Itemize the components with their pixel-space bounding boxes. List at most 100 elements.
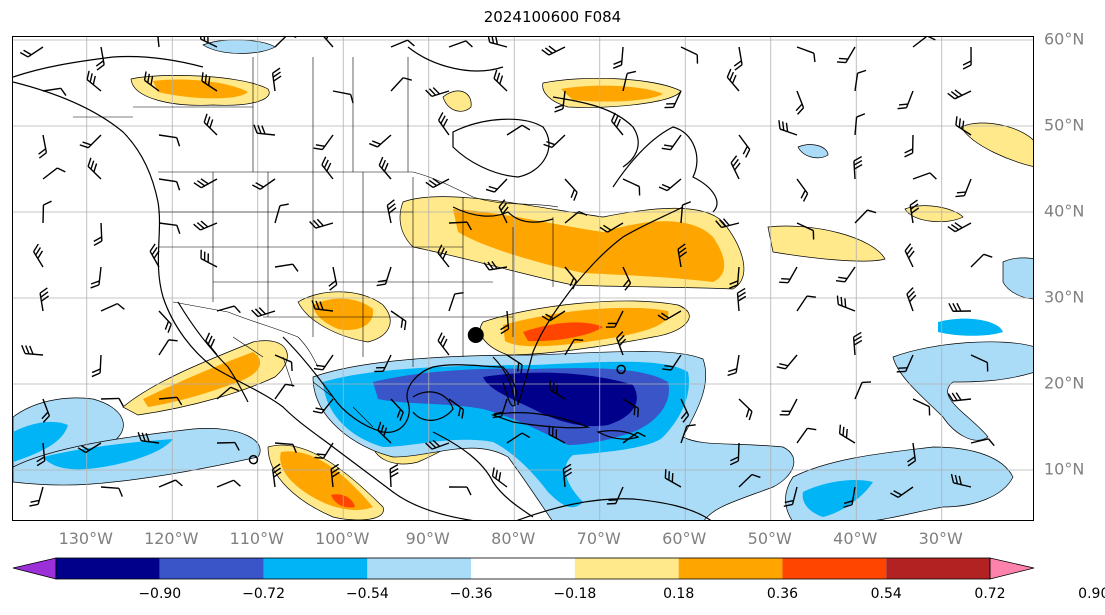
wind-barb: [437, 112, 450, 136]
wind-barb: [425, 87, 450, 98]
wind-barb: [498, 199, 509, 224]
wind-barb: [680, 424, 696, 444]
wind-barb: [606, 486, 624, 505]
map-title: 2024100600 F084: [483, 8, 622, 26]
wind-barb: [448, 486, 472, 496]
wind-barb: [796, 222, 815, 240]
wind-barb: [332, 90, 354, 104]
wind-barb: [729, 442, 740, 466]
lon-tick-label: 70°W: [576, 529, 621, 548]
wind-barb: [778, 120, 798, 136]
wind-barb: [156, 37, 166, 48]
wind-barb: [158, 178, 181, 191]
wind-barb: [664, 90, 682, 109]
lon-tick-label: 100°W: [315, 529, 370, 548]
wind-barb: [912, 398, 931, 416]
colorbar-outline: [55, 557, 991, 580]
coastlines: [13, 46, 718, 520]
wind-barb: [795, 90, 805, 115]
wind-barb: [19, 46, 44, 58]
wind-barb: [271, 463, 282, 488]
colorbar: [12, 557, 1035, 580]
wind-barb: [158, 479, 183, 488]
wind-barb: [100, 302, 125, 312]
contour-positive-mid-atlantic: [904, 205, 964, 222]
wind-barb: [448, 292, 464, 312]
lat-lon-grid: [13, 37, 1033, 520]
border-us-canada: [158, 171, 559, 208]
wind-barb: [448, 221, 472, 231]
wind-barb: [274, 383, 295, 400]
wind-barb: [616, 331, 627, 356]
wind-barb: [610, 112, 624, 136]
colorbar-tick-label: 0.36: [766, 586, 799, 602]
coastline-south-america: [516, 498, 712, 520]
coastline-greenland-tip: [407, 46, 504, 72]
colorbar-tick-label: 0.18: [663, 586, 695, 602]
wind-barb: [29, 486, 44, 507]
map-plot-area[interactable]: [12, 36, 1034, 521]
wind-barb: [311, 300, 334, 312]
wind-barb: [483, 260, 508, 271]
wind-barb: [715, 218, 740, 229]
wind-barb: [897, 90, 914, 110]
coastline-hudson-bay: [452, 118, 550, 178]
wind-barb: [622, 398, 640, 418]
colorbar-tick-label: −0.54: [345, 586, 389, 602]
wind-barb: [796, 427, 817, 444]
wind-barb: [854, 209, 877, 224]
wind-barb: [485, 178, 508, 193]
lat-tick-label: 60°N: [1044, 29, 1085, 49]
lat-tick-label: 40°N: [1044, 201, 1085, 221]
wind-barb: [313, 134, 334, 151]
coastline-hispaniola: [596, 430, 640, 440]
wind-barb: [91, 354, 102, 378]
wind-barb: [193, 178, 218, 189]
wind-barb: [836, 295, 856, 312]
storm-center-marker: [467, 326, 484, 343]
wind-barb: [796, 178, 809, 202]
wind-barb: [203, 113, 218, 136]
wind-barb: [100, 486, 123, 497]
wind-barb: [42, 167, 66, 180]
coastline-yucatan: [412, 391, 454, 421]
wind-barb: [216, 386, 240, 400]
colorbar-tick-label: −0.72: [242, 586, 285, 602]
coastline-north-america-west: [13, 81, 474, 520]
wind-barb: [970, 354, 989, 372]
wind-barb: [216, 479, 241, 488]
coastline-florida: [492, 356, 516, 407]
wind-barb: [193, 220, 218, 231]
wind-barb: [87, 157, 102, 180]
colorbar-cell: [782, 558, 887, 579]
wind-barb: [376, 266, 392, 287]
wind-barb: [562, 463, 573, 488]
wind-barb: [622, 70, 637, 92]
wind-barb: [962, 46, 972, 70]
wind-barb: [251, 307, 276, 318]
wind-barb: [205, 332, 218, 356]
wind-barb: [374, 354, 392, 373]
province-lines: [73, 57, 409, 172]
wind-barb: [657, 310, 682, 321]
wind-barb: [783, 486, 798, 508]
wind-barb: [487, 37, 508, 48]
coastline-arctic: [13, 55, 204, 78]
colorbar-tick-label: 0.54: [870, 586, 902, 602]
open-circle-west-marker: [248, 454, 259, 465]
wind-barb: [838, 424, 856, 444]
wind-barb: [912, 37, 936, 48]
wind-barb: [907, 442, 917, 467]
contour-negative-west-south-core: [43, 439, 173, 470]
state-lines: [158, 172, 554, 367]
wind-barbs: [19, 37, 995, 509]
wind-barb: [506, 354, 523, 374]
wind-barb: [904, 134, 914, 158]
contour-positive-central-atlantic: [767, 225, 886, 262]
wind-barb: [854, 381, 872, 400]
wind-barb: [271, 67, 282, 92]
contour-negative-small-east: [797, 144, 829, 159]
contour-negative-east-atlantic-core: [938, 318, 1003, 336]
contour-negative-caribbean-core: [483, 372, 637, 427]
wind-barb: [541, 45, 566, 56]
